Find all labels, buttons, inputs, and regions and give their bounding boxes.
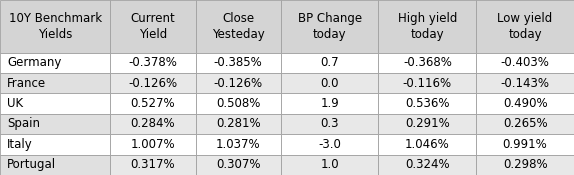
Bar (110, 134, 196, 155)
Text: Spain: Spain (7, 117, 40, 130)
Text: 0.291%: 0.291% (405, 117, 449, 130)
Bar (0, 0, 110, 52)
Bar (196, 93, 281, 114)
Bar (378, 134, 476, 155)
Text: 0.536%: 0.536% (405, 97, 449, 110)
Text: 0.298%: 0.298% (503, 158, 548, 171)
Bar (0, 93, 110, 114)
Bar (196, 52, 281, 73)
Text: 0.284%: 0.284% (131, 117, 175, 130)
Text: 0.317%: 0.317% (131, 158, 175, 171)
Bar (378, 0, 476, 52)
Bar (110, 155, 196, 175)
Bar (281, 114, 378, 134)
Text: Close
Yesteday: Close Yesteday (212, 12, 265, 41)
Bar (110, 73, 196, 93)
Bar (196, 73, 281, 93)
Bar (476, 93, 574, 114)
Text: 0.3: 0.3 (320, 117, 339, 130)
Text: -0.116%: -0.116% (403, 77, 452, 90)
Bar (110, 0, 196, 52)
Bar (0, 134, 110, 155)
Text: Italy: Italy (7, 138, 33, 151)
Text: 1.007%: 1.007% (131, 138, 175, 151)
Text: 1.0: 1.0 (320, 158, 339, 171)
Bar (476, 0, 574, 52)
Text: 1.046%: 1.046% (405, 138, 449, 151)
Text: 0.0: 0.0 (320, 77, 339, 90)
Bar (378, 73, 476, 93)
Bar (281, 155, 378, 175)
Bar (378, 155, 476, 175)
Text: -0.368%: -0.368% (403, 56, 452, 69)
Bar (476, 134, 574, 155)
Text: -0.378%: -0.378% (129, 56, 177, 69)
Bar (281, 134, 378, 155)
Bar (110, 52, 196, 73)
Text: 1.037%: 1.037% (216, 138, 261, 151)
Bar (0, 73, 110, 93)
Bar (110, 114, 196, 134)
Text: 1.9: 1.9 (320, 97, 339, 110)
Bar (0, 114, 110, 134)
Bar (281, 52, 378, 73)
Bar (196, 114, 281, 134)
Bar (378, 93, 476, 114)
Bar (378, 114, 476, 134)
Text: -0.126%: -0.126% (214, 77, 263, 90)
Bar (0, 155, 110, 175)
Text: Low yield
today: Low yield today (498, 12, 553, 41)
Text: 0.527%: 0.527% (131, 97, 175, 110)
Bar (281, 73, 378, 93)
Text: 0.324%: 0.324% (405, 158, 449, 171)
Bar (378, 52, 476, 73)
Text: 0.7: 0.7 (320, 56, 339, 69)
Text: UK: UK (7, 97, 23, 110)
Bar (476, 155, 574, 175)
Text: France: France (7, 77, 46, 90)
Text: -0.143%: -0.143% (501, 77, 550, 90)
Bar (476, 114, 574, 134)
Text: 0.265%: 0.265% (503, 117, 548, 130)
Bar (476, 52, 574, 73)
Text: -0.403%: -0.403% (501, 56, 549, 69)
Text: 0.508%: 0.508% (216, 97, 260, 110)
Bar (281, 93, 378, 114)
Bar (0, 52, 110, 73)
Text: Current
Yield: Current Yield (131, 12, 175, 41)
Text: -0.126%: -0.126% (129, 77, 177, 90)
Bar (281, 0, 378, 52)
Bar (196, 0, 281, 52)
Text: Germany: Germany (7, 56, 61, 69)
Bar (196, 155, 281, 175)
Text: High yield
today: High yield today (398, 12, 457, 41)
Text: BP Change
today: BP Change today (297, 12, 362, 41)
Text: 10Y Benchmark
Yields: 10Y Benchmark Yields (9, 12, 102, 41)
Text: 0.490%: 0.490% (503, 97, 548, 110)
Text: 0.991%: 0.991% (503, 138, 548, 151)
Text: 0.281%: 0.281% (216, 117, 261, 130)
Text: -3.0: -3.0 (318, 138, 341, 151)
Text: Portugal: Portugal (7, 158, 56, 171)
Bar (110, 93, 196, 114)
Bar (196, 134, 281, 155)
Text: 0.307%: 0.307% (216, 158, 261, 171)
Text: -0.385%: -0.385% (214, 56, 262, 69)
Bar (476, 73, 574, 93)
